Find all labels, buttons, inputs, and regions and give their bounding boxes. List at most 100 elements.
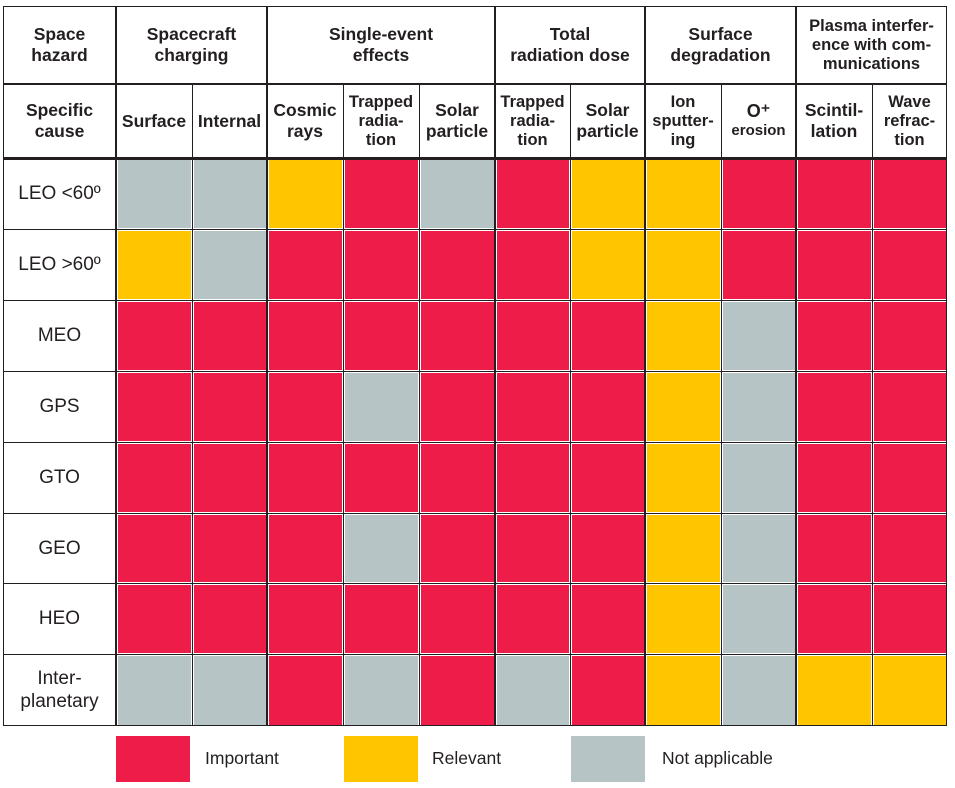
matrix-cell (344, 159, 418, 228)
matrix-cell (722, 230, 795, 299)
matrix-cell (571, 301, 644, 370)
matrix-cell (117, 159, 191, 228)
grid-line (871, 84, 873, 726)
grid-line (3, 512, 947, 514)
grid-line (3, 83, 947, 85)
matrix-cell (268, 159, 342, 228)
matrix-cell (722, 372, 795, 441)
grid-line (2, 6, 5, 726)
column-header: Ion sputter- ing (652, 92, 714, 149)
matrix-cell (797, 584, 871, 653)
grid-line (3, 441, 947, 443)
group-header: Total radiation dose (510, 24, 630, 65)
matrix-cell (117, 301, 191, 370)
grid-line (795, 6, 797, 726)
grid-line (3, 724, 947, 727)
matrix-cell (646, 514, 720, 582)
matrix-cell (571, 230, 644, 299)
matrix-cell (268, 301, 342, 370)
column-header: Scintil- lation (804, 100, 864, 141)
row-label: Inter- planetary (20, 668, 99, 712)
matrix-cell (344, 372, 418, 441)
column-header: Surface (121, 110, 187, 131)
matrix-cell (571, 584, 644, 653)
matrix-cell (646, 159, 720, 228)
grid-line (3, 156, 947, 160)
grid-line (3, 653, 947, 655)
matrix-cell (722, 443, 795, 512)
matrix-cell (496, 159, 569, 228)
grid-line (644, 6, 646, 726)
grid-line (569, 84, 571, 726)
matrix-cell (646, 301, 720, 370)
matrix-cell (496, 372, 569, 441)
matrix-cell (873, 655, 946, 725)
matrix-cell (420, 655, 494, 725)
matrix-cell (193, 514, 266, 582)
row-label: HEO (38, 608, 81, 629)
grid-line (3, 299, 947, 301)
matrix-cell (873, 301, 946, 370)
grid-line (3, 228, 947, 230)
matrix-cell (268, 443, 342, 512)
matrix-cell (571, 159, 644, 228)
matrix-cell (797, 230, 871, 299)
matrix-cell (117, 372, 191, 441)
matrix-cell (496, 655, 569, 725)
matrix-cell (797, 159, 871, 228)
matrix-cell (344, 655, 418, 725)
row-label: GTO (39, 467, 80, 488)
matrix-cell (571, 514, 644, 582)
matrix-cell (268, 514, 342, 582)
matrix-cell (646, 230, 720, 299)
matrix-cell (420, 584, 494, 653)
matrix-cell (646, 443, 720, 512)
group-header: Spacecraft charging (146, 24, 237, 65)
matrix-cell (797, 372, 871, 441)
column-header: Solar particle (576, 100, 639, 141)
column-header: O⁺ erosion (731, 101, 786, 140)
matrix-cell (420, 159, 494, 228)
column-header: Trapped radia- tion (348, 92, 414, 149)
matrix-cell (193, 301, 266, 370)
grid-line (3, 370, 947, 372)
grid-line (191, 84, 193, 726)
matrix-cell (873, 443, 946, 512)
column-header: Solar particle (425, 100, 489, 141)
legend-swatch (571, 736, 645, 782)
group-header: Single-event effects (328, 24, 434, 65)
matrix-cell (797, 301, 871, 370)
matrix-cell (873, 230, 946, 299)
matrix-cell (496, 230, 569, 299)
matrix-cell (797, 443, 871, 512)
matrix-cell (797, 514, 871, 582)
matrix-cell (646, 372, 720, 441)
legend-label: Relevant (432, 748, 502, 768)
matrix-cell (117, 230, 191, 299)
matrix-cell (722, 584, 795, 653)
row-label: LEO >60º (18, 254, 101, 275)
matrix-cell (571, 443, 644, 512)
matrix-cell (873, 159, 946, 228)
matrix-cell (268, 584, 342, 653)
matrix-cell (193, 159, 266, 228)
row-label: GPS (39, 396, 80, 417)
matrix-cell (193, 230, 266, 299)
legend-swatch (116, 736, 190, 782)
matrix-cell (722, 655, 795, 725)
grid-line (945, 6, 948, 726)
matrix-cell (420, 514, 494, 582)
matrix-cell (571, 655, 644, 725)
matrix-cell (722, 159, 795, 228)
matrix-cell (268, 230, 342, 299)
matrix-cell (496, 301, 569, 370)
matrix-cell (420, 372, 494, 441)
matrix-cell (268, 655, 342, 725)
matrix-cell (344, 443, 418, 512)
column-header: Wave refrac- tion (883, 92, 936, 149)
grid-line (342, 84, 344, 726)
matrix-cell (420, 301, 494, 370)
matrix-cell (193, 655, 266, 725)
matrix-cell (873, 584, 946, 653)
column-header: Internal (197, 110, 262, 131)
